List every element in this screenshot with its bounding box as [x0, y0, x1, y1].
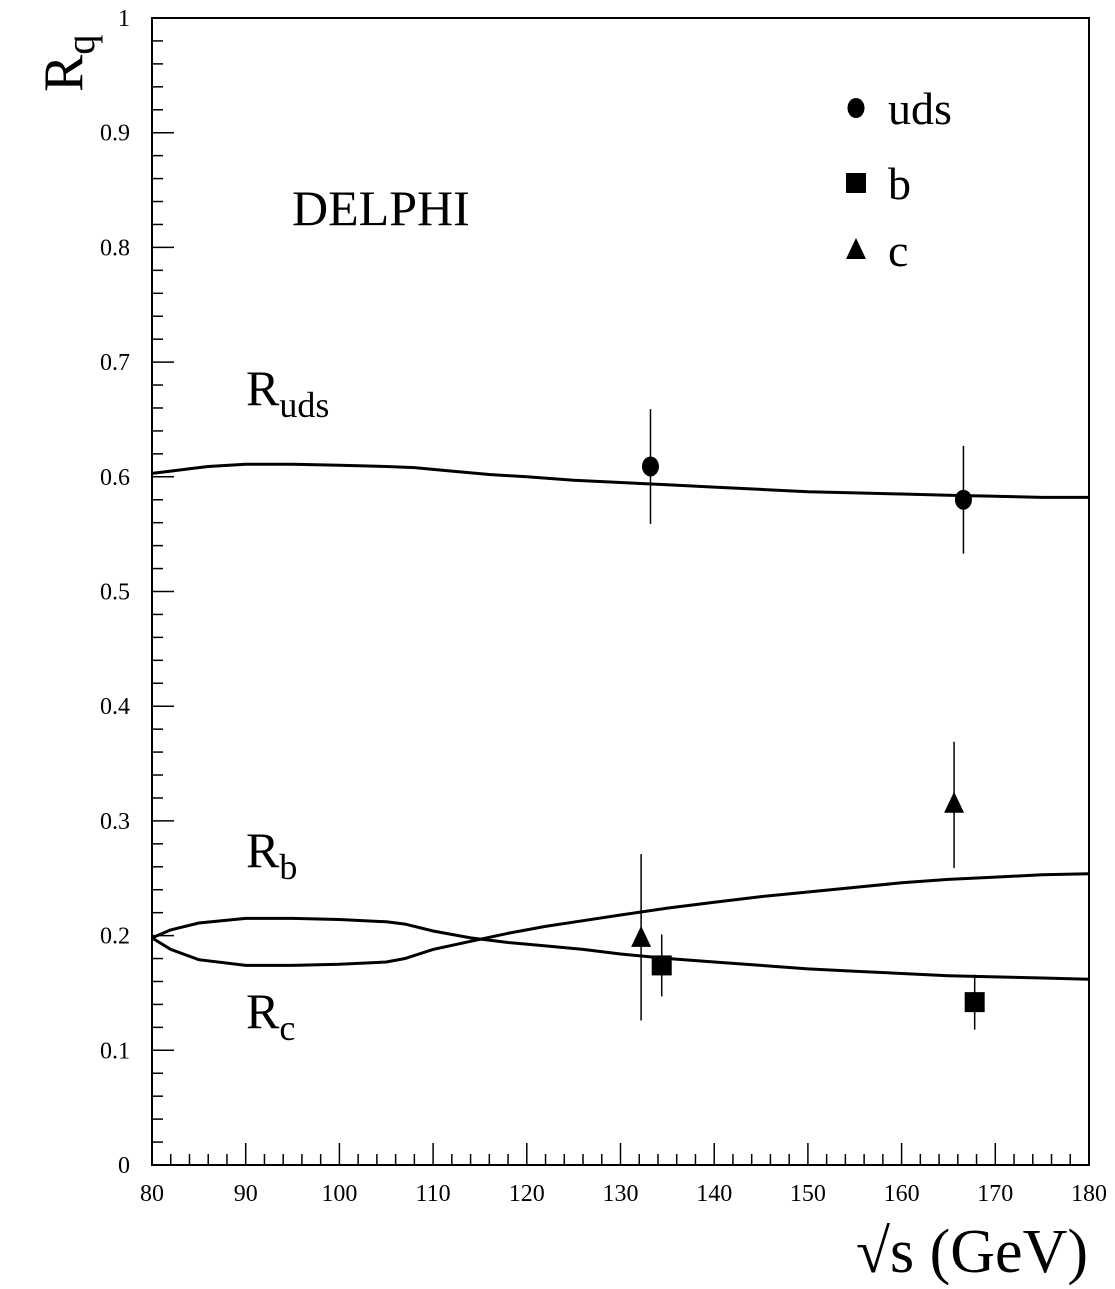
legend-label-uds: uds	[888, 83, 952, 134]
legend-item-b: b	[846, 158, 911, 209]
marker-uds	[641, 456, 659, 477]
x-tick-label: 130	[603, 1181, 639, 1207]
y-tick-label: 0.2	[100, 924, 130, 950]
point-c	[944, 741, 965, 868]
y-tick-label: 0.1	[100, 1038, 130, 1064]
x-tick-label: 120	[509, 1181, 545, 1207]
legend-item-c: c	[846, 225, 908, 276]
y-tick-label: 0.5	[100, 580, 130, 606]
y-tick-label: 0	[118, 1153, 130, 1179]
svg-text:Rq: Rq	[33, 35, 103, 92]
legend-label-c: c	[888, 225, 908, 276]
theory-curves	[151, 462, 1090, 981]
marker-uds	[954, 489, 972, 510]
legend-item-uds: uds	[847, 83, 952, 134]
legend-label-b: b	[888, 158, 911, 209]
y-axis-title: Rq	[33, 35, 103, 92]
legend-marker-uds	[847, 98, 865, 118]
legend: uds bc	[846, 83, 952, 276]
marker-b	[651, 955, 672, 976]
x-tick-label: 90	[234, 1181, 258, 1207]
x-tick-label: 180	[1071, 1181, 1107, 1207]
axis-ticks	[151, 17, 1090, 1166]
point-c	[631, 854, 652, 1021]
curve-label-b: Rb	[246, 822, 297, 887]
x-tick-label: 140	[696, 1181, 732, 1207]
data-points	[631, 409, 985, 1030]
legend-marker-b	[846, 173, 866, 193]
y-tick-label: 0.8	[100, 235, 130, 261]
curve-label-c: Rc	[246, 983, 295, 1048]
y-tick-label: 0.4	[100, 694, 130, 720]
experiment-label: DELPHI	[292, 180, 470, 236]
legend-marker-c	[846, 238, 866, 259]
x-tick-label: 80	[140, 1181, 164, 1207]
x-tick-label: 170	[977, 1181, 1013, 1207]
marker-c	[631, 925, 652, 947]
point-uds	[954, 445, 972, 554]
curve-labels: Ruds Rb Rc	[246, 360, 329, 1048]
y-tick-label: 0.7	[100, 350, 130, 376]
y-tick-label: 0.9	[100, 121, 130, 147]
y-tick-label: 0.3	[100, 809, 130, 835]
x-tick-label: 150	[790, 1181, 826, 1207]
plot-frame	[151, 17, 1090, 1166]
point-uds	[641, 409, 659, 524]
marker-b	[964, 992, 985, 1013]
y-axis-title-main: R	[33, 54, 95, 92]
point-b	[964, 974, 985, 1030]
x-tick-label: 100	[321, 1181, 357, 1207]
x-tick-labels: 80 90 100 110 120 130 140 150 160 170 180	[140, 1181, 1107, 1207]
x-tick-label: 160	[884, 1181, 920, 1207]
y-tick-label: 0.6	[100, 465, 130, 491]
y-axis-title-sub: q	[58, 35, 103, 55]
curve-r-c	[151, 916, 1090, 981]
curve-r-uds	[151, 462, 1089, 499]
marker-c	[944, 791, 965, 813]
x-tick-label: 110	[416, 1181, 451, 1207]
y-tick-label: 1	[118, 6, 130, 32]
y-tick-labels: 0 0.1 0.2 0.3 0.4 0.5 0.6 0.7 0.8 0.9 1	[100, 6, 130, 1179]
curve-r-b	[151, 872, 1090, 967]
curve-label-uds: Ruds	[246, 360, 329, 425]
x-axis-title: √s (GeV)	[856, 1218, 1088, 1286]
point-b	[651, 934, 672, 997]
